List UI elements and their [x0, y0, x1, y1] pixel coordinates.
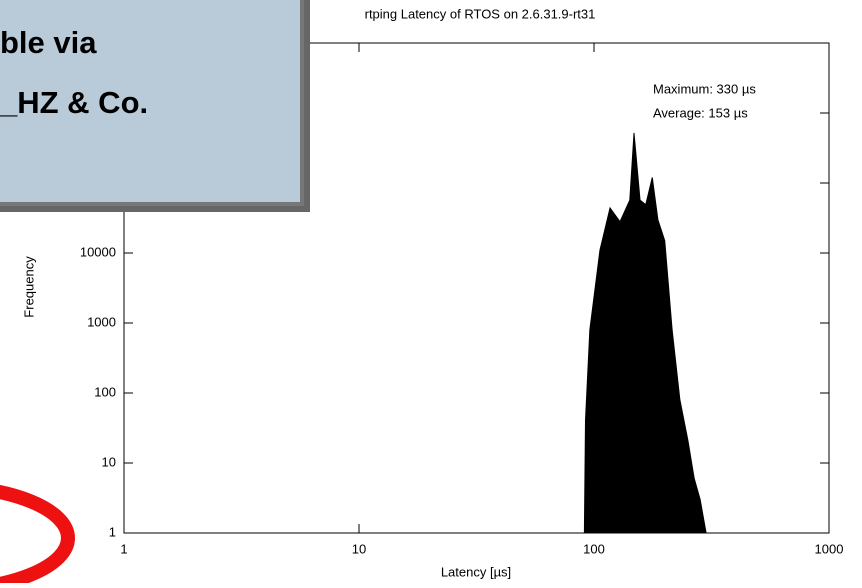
histogram-area	[584, 133, 706, 533]
chart: rtping Latency of RTOS on 2.6.31.9-rt31 …	[0, 0, 862, 583]
y-axis-label: Frequency	[21, 256, 36, 318]
overlay-line: _HZ & Co.	[0, 85, 148, 120]
overlay-line: ble via	[0, 25, 97, 60]
x-tick-label: 10	[352, 541, 366, 556]
y-tick-label: 1000	[87, 314, 116, 329]
y-tick-label: 10000	[80, 244, 116, 259]
x-tick-label: 1000	[815, 541, 844, 556]
annotation: Average: 153 µs	[653, 105, 748, 120]
chart-title: rtping Latency of RTOS on 2.6.31.9-rt31	[365, 6, 596, 21]
x-tick-label: 100	[583, 541, 605, 556]
y-tick-label: 100	[94, 384, 116, 399]
highlight-ellipse	[0, 486, 68, 583]
overlay: ble via _HZ & Co.	[0, 0, 310, 212]
page: {"chart_data": {"type": "area", "title":…	[0, 0, 862, 583]
x-tick-label: 1	[120, 541, 127, 556]
x-axis-label: Latency [µs]	[441, 564, 511, 579]
annotation: Maximum: 330 µs	[653, 81, 756, 96]
y-tick-label: 10	[102, 454, 116, 469]
y-tick-label: 1	[109, 524, 116, 539]
